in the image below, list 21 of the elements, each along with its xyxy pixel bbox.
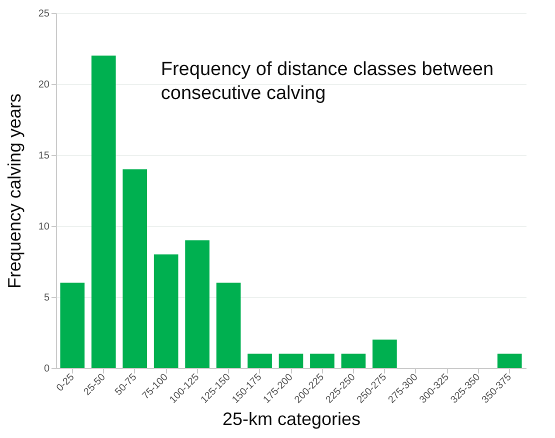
bar [278,354,304,368]
y-axis-title: Frequency calving years [4,93,24,289]
bar [185,240,210,368]
bar [310,354,334,368]
y-tick-label: 5 [44,292,50,304]
bar [248,354,272,368]
bar [91,56,116,368]
bar [341,354,366,368]
bar [216,282,241,368]
bar [60,282,85,368]
bar [154,254,178,368]
y-tick-label: 0 [44,364,50,374]
text: Frequency of distance classes between consecutive calving [160,59,494,104]
y-tick-label: 25 [38,8,50,20]
bar [497,354,522,368]
y-tick-label: 20 [38,80,50,90]
x-axis-title: 25-km categories [222,408,361,429]
bar [122,169,148,368]
y-tick-label: 15 [38,150,50,162]
bar [372,340,397,368]
y-tick-label: 10 [38,222,50,232]
